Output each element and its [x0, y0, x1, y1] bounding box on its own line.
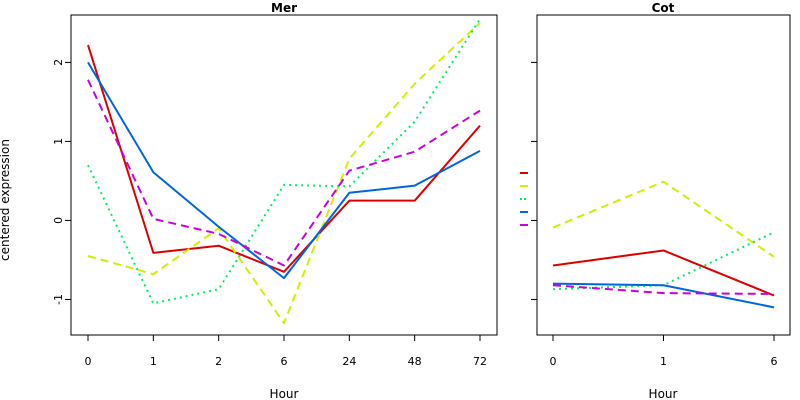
x-tick-label: 6 — [771, 355, 778, 368]
y-axis — [531, 61, 537, 300]
y-tick-label: -1 — [52, 294, 65, 305]
panel-mer: Mer Hour -1 0 1 2 0 1 2 6 24 48 72 — [52, 1, 498, 400]
series-line-1 — [87, 44, 481, 273]
y-tick-label: 2 — [52, 59, 65, 66]
y-tick-label: 0 — [52, 217, 65, 224]
series-line-1 — [552, 249, 775, 297]
series-lines — [87, 18, 481, 325]
series-line-2 — [552, 180, 775, 258]
series-line-3 — [87, 18, 481, 305]
x-axis: 0 1 6 — [550, 335, 778, 368]
y-axis: -1 0 1 2 — [52, 59, 71, 305]
x-tick-label: 1 — [150, 355, 157, 368]
series-lines — [552, 180, 775, 309]
x-tick-label: 2 — [215, 355, 222, 368]
y-tick-label: 1 — [52, 138, 65, 145]
series-line-2 — [87, 22, 481, 325]
series-line-3 — [552, 231, 775, 291]
series-line-4 — [87, 61, 481, 280]
panel-cot: Cot Hour 0 1 6 — [531, 1, 791, 400]
x-axis-label: Hour — [649, 387, 678, 400]
x-tick-label: 48 — [408, 355, 422, 368]
x-tick-label: 1 — [660, 355, 667, 368]
series-line-4 — [552, 282, 775, 309]
x-axis: 0 1 2 6 24 48 72 — [85, 335, 487, 368]
panel-title: Cot — [652, 1, 675, 15]
x-tick-label: 0 — [85, 355, 92, 368]
x-tick-label: 24 — [342, 355, 356, 368]
x-tick-label: 0 — [550, 355, 557, 368]
legend — [520, 172, 528, 226]
panel-title: Mer — [271, 1, 297, 15]
series-line-5 — [552, 284, 775, 295]
y-axis-label: centered expression — [0, 139, 12, 261]
x-tick-label: 72 — [473, 355, 487, 368]
x-axis-label: Hour — [270, 387, 299, 400]
x-tick-label: 6 — [281, 355, 288, 368]
series-line-5 — [87, 79, 481, 267]
